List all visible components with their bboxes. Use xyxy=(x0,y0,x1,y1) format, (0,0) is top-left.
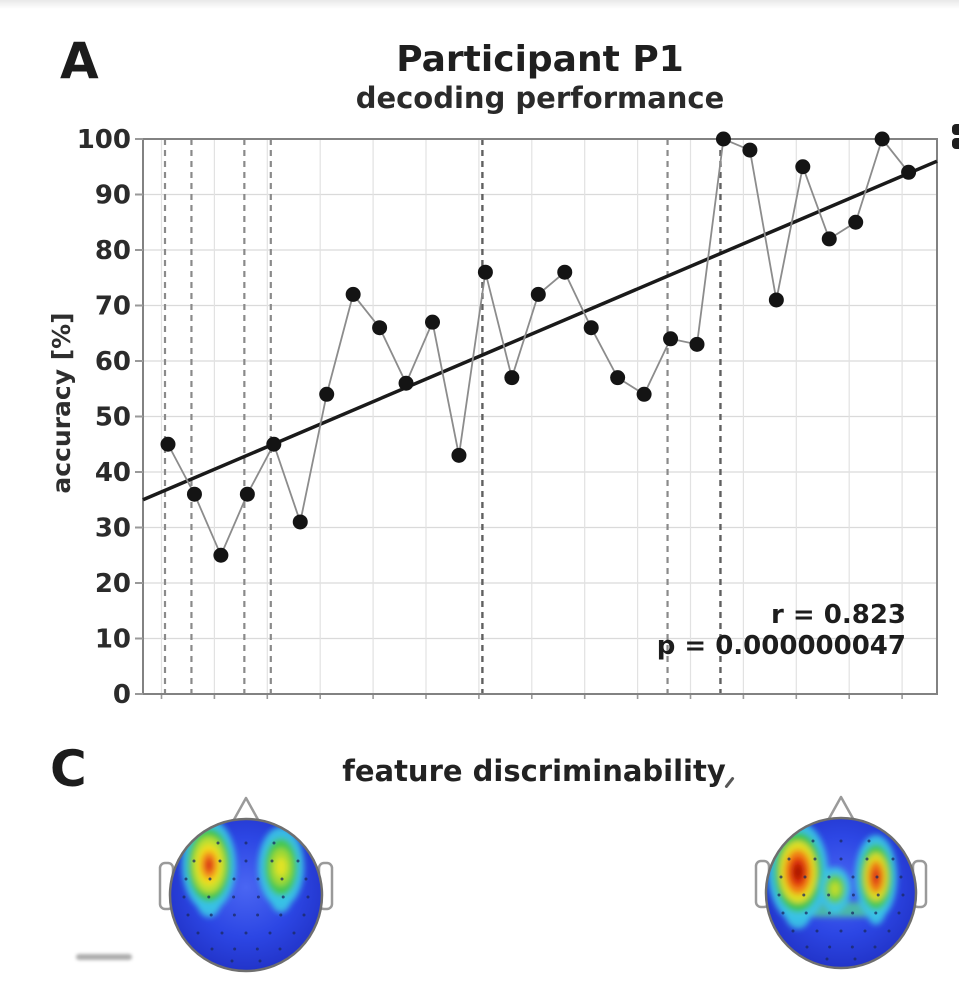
topoplot-right-head xyxy=(754,795,928,970)
marked-session-lines xyxy=(163,139,722,694)
discriminability-map xyxy=(182,820,304,918)
svg-text:100: 100 xyxy=(77,125,131,155)
cropped-panel-b-mark xyxy=(951,124,959,152)
vertical-gridlines xyxy=(160,139,903,699)
chart-title: Participant P1 xyxy=(396,39,684,80)
data-point xyxy=(663,331,679,347)
electrode-dots xyxy=(777,839,905,961)
y-tick-labels: 0 10 20 30 40 50 60 70 80 90 100 xyxy=(77,125,143,710)
data-point xyxy=(213,547,229,563)
data-points xyxy=(160,131,917,563)
horizontal-gridlines xyxy=(143,193,937,640)
panel-c-title: feature discriminability xyxy=(342,754,726,788)
correlation-annotation: r = 0.823 xyxy=(771,600,906,630)
pvalue-annotation: p = 0.000000047 xyxy=(656,631,906,661)
svg-text:40: 40 xyxy=(95,458,131,488)
data-point xyxy=(345,286,361,302)
chart-subtitle: decoding performance xyxy=(355,81,725,115)
panel-c-label: C xyxy=(50,740,87,798)
data-point xyxy=(848,214,864,230)
data-point xyxy=(821,231,837,247)
data-point xyxy=(689,336,705,352)
data-point xyxy=(742,142,758,158)
data-point xyxy=(372,320,388,336)
data-point xyxy=(795,159,811,175)
svg-text:0: 0 xyxy=(113,680,131,710)
svg-text:10: 10 xyxy=(95,625,131,655)
svg-text:70: 70 xyxy=(95,292,131,322)
panel-a-label: A xyxy=(60,32,99,90)
data-point xyxy=(398,375,414,391)
data-point xyxy=(477,264,493,280)
data-point xyxy=(557,264,573,280)
data-point xyxy=(425,314,440,330)
data-point xyxy=(874,131,890,147)
cropped-bottom-mark xyxy=(76,954,132,960)
svg-text:50: 50 xyxy=(95,403,131,433)
data-point xyxy=(451,447,467,463)
top-edge-shadow xyxy=(0,0,959,9)
trend-line xyxy=(142,159,938,502)
session-accuracy-line xyxy=(167,137,910,558)
data-point xyxy=(186,486,202,502)
svg-text:30: 30 xyxy=(95,514,131,544)
data-point xyxy=(292,514,308,530)
svg-text:20: 20 xyxy=(95,569,131,599)
data-point xyxy=(715,131,731,147)
cropped-mark-segment xyxy=(952,138,959,149)
data-point xyxy=(319,386,335,402)
data-point xyxy=(610,370,626,386)
data-point xyxy=(239,486,255,502)
cropped-mark-segment xyxy=(952,124,959,135)
data-point xyxy=(583,320,599,336)
data-point xyxy=(768,292,784,308)
electrode-dots xyxy=(182,841,310,963)
svg-text:90: 90 xyxy=(95,181,131,211)
decoding-performance-chart: 0 10 20 30 40 50 60 70 80 90 100 xyxy=(77,125,938,710)
data-point xyxy=(160,436,176,452)
data-point xyxy=(636,386,652,402)
data-point xyxy=(901,164,917,180)
svg-text:60: 60 xyxy=(95,347,131,377)
topoplot-left-head xyxy=(158,796,334,973)
svg-text:80: 80 xyxy=(95,236,131,266)
data-point xyxy=(530,286,546,302)
data-point xyxy=(504,370,520,386)
data-point xyxy=(266,436,282,452)
